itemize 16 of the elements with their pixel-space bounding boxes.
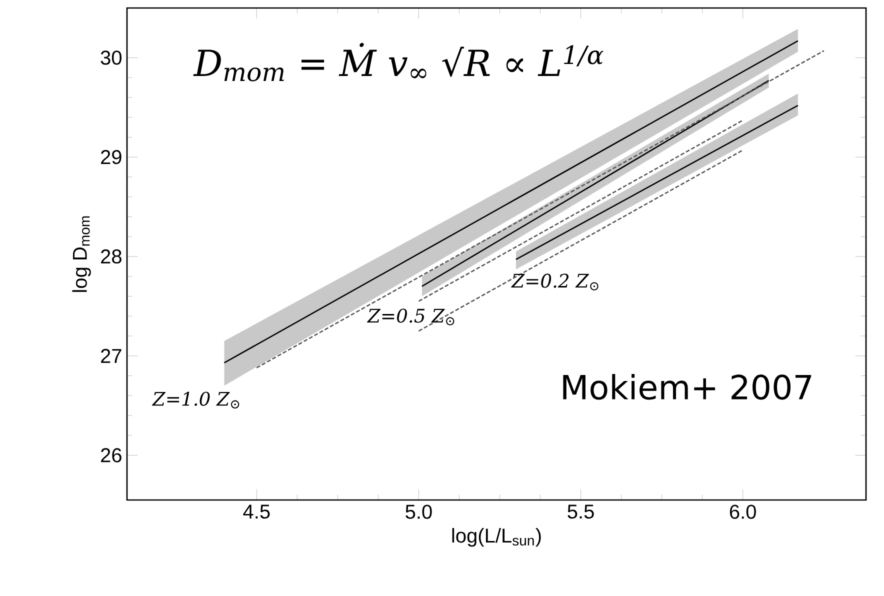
annotation: Mokiem+ 2007 [563,374,812,400]
y-tick-label: 26 [101,448,122,462]
annotation: Z=1.0 Z$_{⊙}$ [152,392,240,408]
x-axis-title: log(L/L$_{sun}$) [452,528,541,547]
annotation: Z=0.2 Z$_{⊙}$ [511,274,598,290]
y-axis-title: log D$_{mom}$ [72,216,91,292]
x-tick-label: 5.0 [406,504,432,519]
y-tick-label: 30 [100,50,122,65]
y-tick-label: 29 [101,150,122,164]
y-tick-label: 28 [101,249,122,264]
y-tick-label: 27 [101,348,122,363]
annotation: Z=0.5 Z$_{⊙}$ [366,308,454,326]
annotation: D$_{mom}$ = Ṁ v$_{∞}$ √R ∝ L$^{1/α}$ [193,42,604,82]
x-tick-label: 6.0 [730,504,756,519]
x-tick-label: 4.5 [243,504,270,519]
x-tick-label: 5.5 [568,504,594,519]
